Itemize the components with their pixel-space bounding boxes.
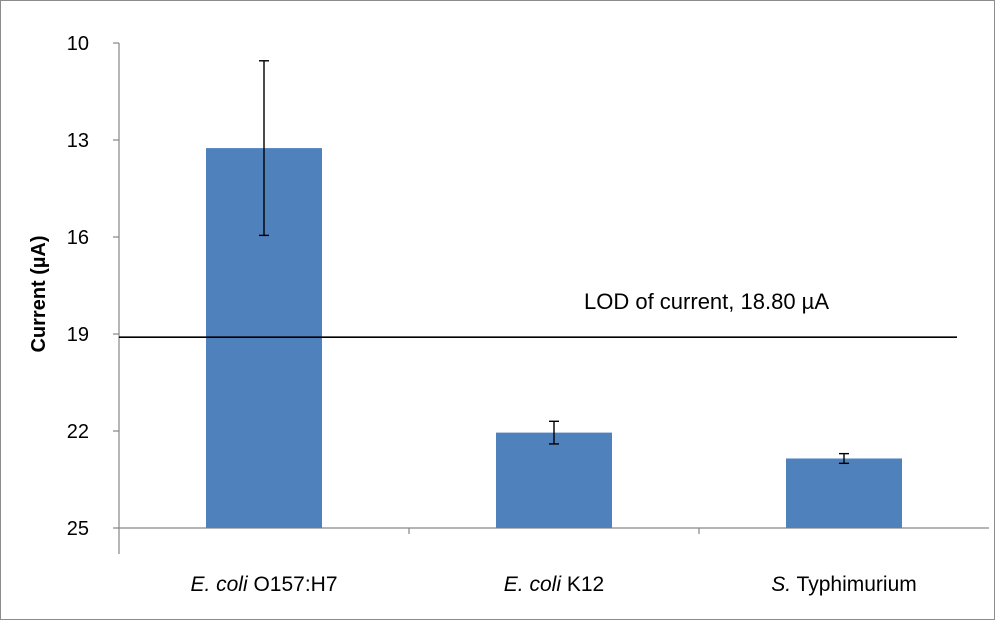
y-tick-label: 25 (67, 518, 89, 540)
y-tick-label: 16 (67, 227, 89, 249)
bar (786, 458, 902, 528)
x-tick-label: E. coli O157:H7 (190, 573, 337, 596)
bar (496, 432, 612, 528)
y-axis-label: Current (µA) (28, 235, 50, 352)
x-tick-label: E. coli K12 (504, 573, 604, 596)
y-tick-label: 22 (67, 421, 89, 443)
lod-annotation: LOD of current, 18.80 µA (584, 289, 829, 314)
y-tick-label: 10 (67, 33, 89, 55)
axes: 10 13 16 19 22 25 E. coli O157:H7 E. coli K12 S.… (67, 33, 989, 596)
bars (206, 148, 902, 529)
y-tick-label: 19 (67, 324, 89, 346)
y-tick-label: 13 (67, 130, 89, 152)
x-tick-label: S. Typhimurium (771, 573, 917, 596)
error-bars (259, 60, 849, 465)
